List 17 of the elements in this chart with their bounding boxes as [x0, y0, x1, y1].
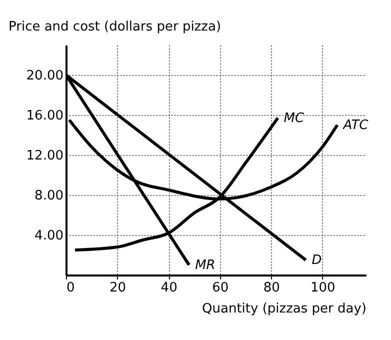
y-axis-title: Price and cost (dollars per pizza) [8, 20, 222, 34]
y-tick-label: 12.00 [26, 148, 64, 164]
y-tick-label: 20.00 [26, 68, 64, 84]
series-label: MR [195, 258, 216, 273]
x-tick-label: 100 [310, 280, 336, 296]
x-axis-title: Quantity (pizzas per day) [202, 302, 366, 316]
series-label: D [312, 253, 322, 268]
x-tick-label: 60 [212, 280, 229, 296]
y-tick-label: 4.00 [34, 228, 64, 244]
x-tick-label: 20 [110, 280, 126, 296]
x-tick-label: 80 [263, 280, 280, 296]
y-tick-label: 16.00 [26, 108, 64, 124]
y-tick-label: 8.00 [34, 188, 64, 204]
x-tick-label: 40 [160, 280, 178, 296]
series-label: MC [284, 111, 306, 126]
series-label: ATC [342, 118, 370, 133]
x-tick-label: 0 [66, 280, 75, 296]
